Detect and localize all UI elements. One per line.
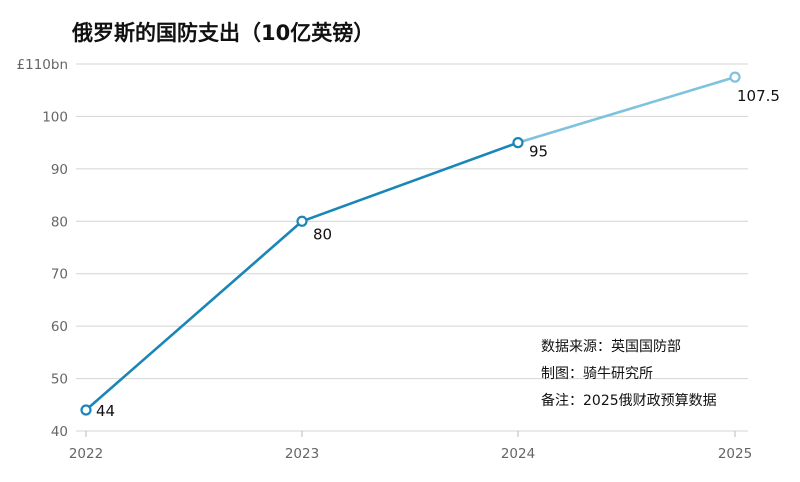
y-tick-label-60: 60: [51, 319, 68, 335]
data-point-2025: [729, 71, 741, 83]
x-tick-label-2025: 2025: [718, 446, 752, 462]
y-tick-label-50: 50: [51, 372, 68, 388]
x-tick-label-2022: 2022: [69, 446, 103, 462]
y-tick-label-110: £110bn: [17, 57, 68, 73]
gridlines: [76, 63, 748, 432]
data-label-2022: 44: [96, 402, 115, 420]
series-line-forecast: [517, 75, 736, 144]
y-tick-label-90: 90: [51, 162, 68, 178]
data-point-2024: [512, 137, 524, 149]
data-points: [80, 71, 741, 416]
x-tick-label-2024: 2024: [501, 446, 535, 462]
series-line-actual: [85, 141, 519, 412]
note-source: 数据来源：英国国防部: [541, 338, 681, 355]
chart-title: 俄罗斯的国防支出（10亿英镑）: [71, 21, 374, 45]
y-tick-label-40: 40: [51, 424, 68, 440]
y-tick-label-80: 80: [51, 214, 68, 230]
x-axis-ticks: 2022 2023 2024 2025: [69, 431, 752, 462]
x-tick-label-2023: 2023: [285, 446, 319, 462]
note-remark: 备注：2025俄财政预算数据: [541, 392, 717, 409]
y-tick-label-100: 100: [42, 109, 68, 125]
data-labels: 44 80 95 107.5: [96, 87, 780, 420]
data-label-2024: 95: [529, 143, 548, 161]
y-axis-ticks: 40 50 60 70 80 90 100 £110bn: [17, 57, 68, 440]
note-credit: 制图：骑牛研究所: [541, 366, 653, 382]
data-label-2023: 80: [313, 225, 332, 243]
data-point-2022: [80, 404, 92, 416]
data-point-2023: [296, 215, 308, 227]
notes: 数据来源：英国国防部 制图：骑牛研究所 备注：2025俄财政预算数据: [541, 338, 717, 409]
data-label-2025: 107.5: [737, 87, 780, 105]
series-lines: [85, 75, 736, 412]
y-tick-label-70: 70: [51, 267, 68, 283]
